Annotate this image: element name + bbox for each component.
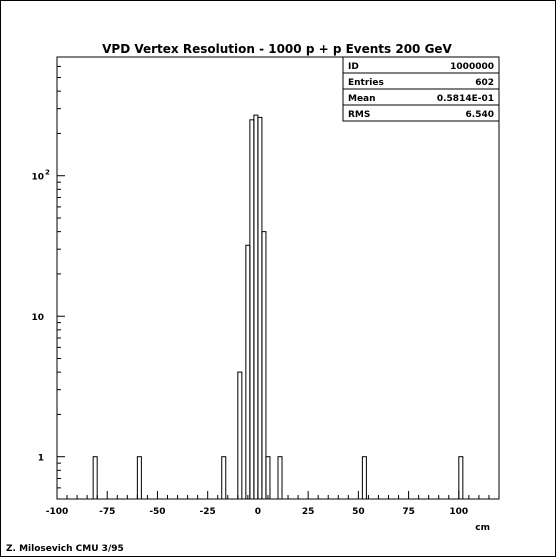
histogram-bin — [249, 119, 255, 500]
x-tick-label: -25 — [200, 507, 216, 517]
histogram-bin — [261, 231, 267, 500]
x-axis-label: cm — [475, 523, 490, 533]
plot-area — [56, 56, 500, 500]
x-tick-label: -75 — [99, 507, 115, 517]
x-tick-label: 50 — [352, 507, 365, 517]
x-tick-label: -50 — [149, 507, 165, 517]
y-tick-exponent: 2 — [45, 169, 50, 177]
histogram-bin — [361, 456, 367, 500]
histogram-bin — [221, 456, 227, 500]
histogram-bin — [136, 456, 142, 500]
histogram-bin — [253, 114, 259, 500]
histogram-bins — [92, 114, 464, 500]
stats-label: Entries — [348, 78, 384, 88]
histogram-bin — [257, 116, 263, 500]
histogram-bin — [92, 456, 98, 500]
histogram-bin — [458, 456, 464, 500]
footer-credit: Z. Milosevich CMU 3/95 — [6, 544, 124, 554]
histogram-bin — [237, 371, 243, 500]
histogram-bin — [277, 456, 283, 500]
chart-title: VPD Vertex Resolution - 1000 p + p Event… — [102, 42, 452, 56]
stats-label: RMS — [348, 110, 370, 120]
y-tick-label: 10 — [31, 313, 44, 323]
histogram-bin — [265, 456, 271, 500]
stats-box: ID 1000000 Entries 602 Mean 0.5814E-01 RMS 6.54… — [342, 56, 500, 122]
x-tick-label: 0 — [255, 507, 261, 517]
y-tick-label: 10 — [31, 173, 44, 183]
x-tick-label: 25 — [302, 507, 315, 517]
stats-value: 0.5814E-01 — [437, 94, 494, 104]
histogram-bin — [245, 244, 251, 500]
x-tick-label: -100 — [46, 507, 69, 517]
stats-value: 602 — [475, 78, 494, 88]
stats-value: 6.540 — [466, 110, 494, 120]
y-tick-label: 1 — [38, 454, 44, 464]
stats-value: 1000000 — [450, 62, 494, 72]
stats-label: Mean — [348, 94, 376, 104]
x-tick-label: 100 — [449, 507, 468, 517]
stats-label: ID — [348, 62, 359, 72]
x-tick-label: 75 — [402, 507, 415, 517]
